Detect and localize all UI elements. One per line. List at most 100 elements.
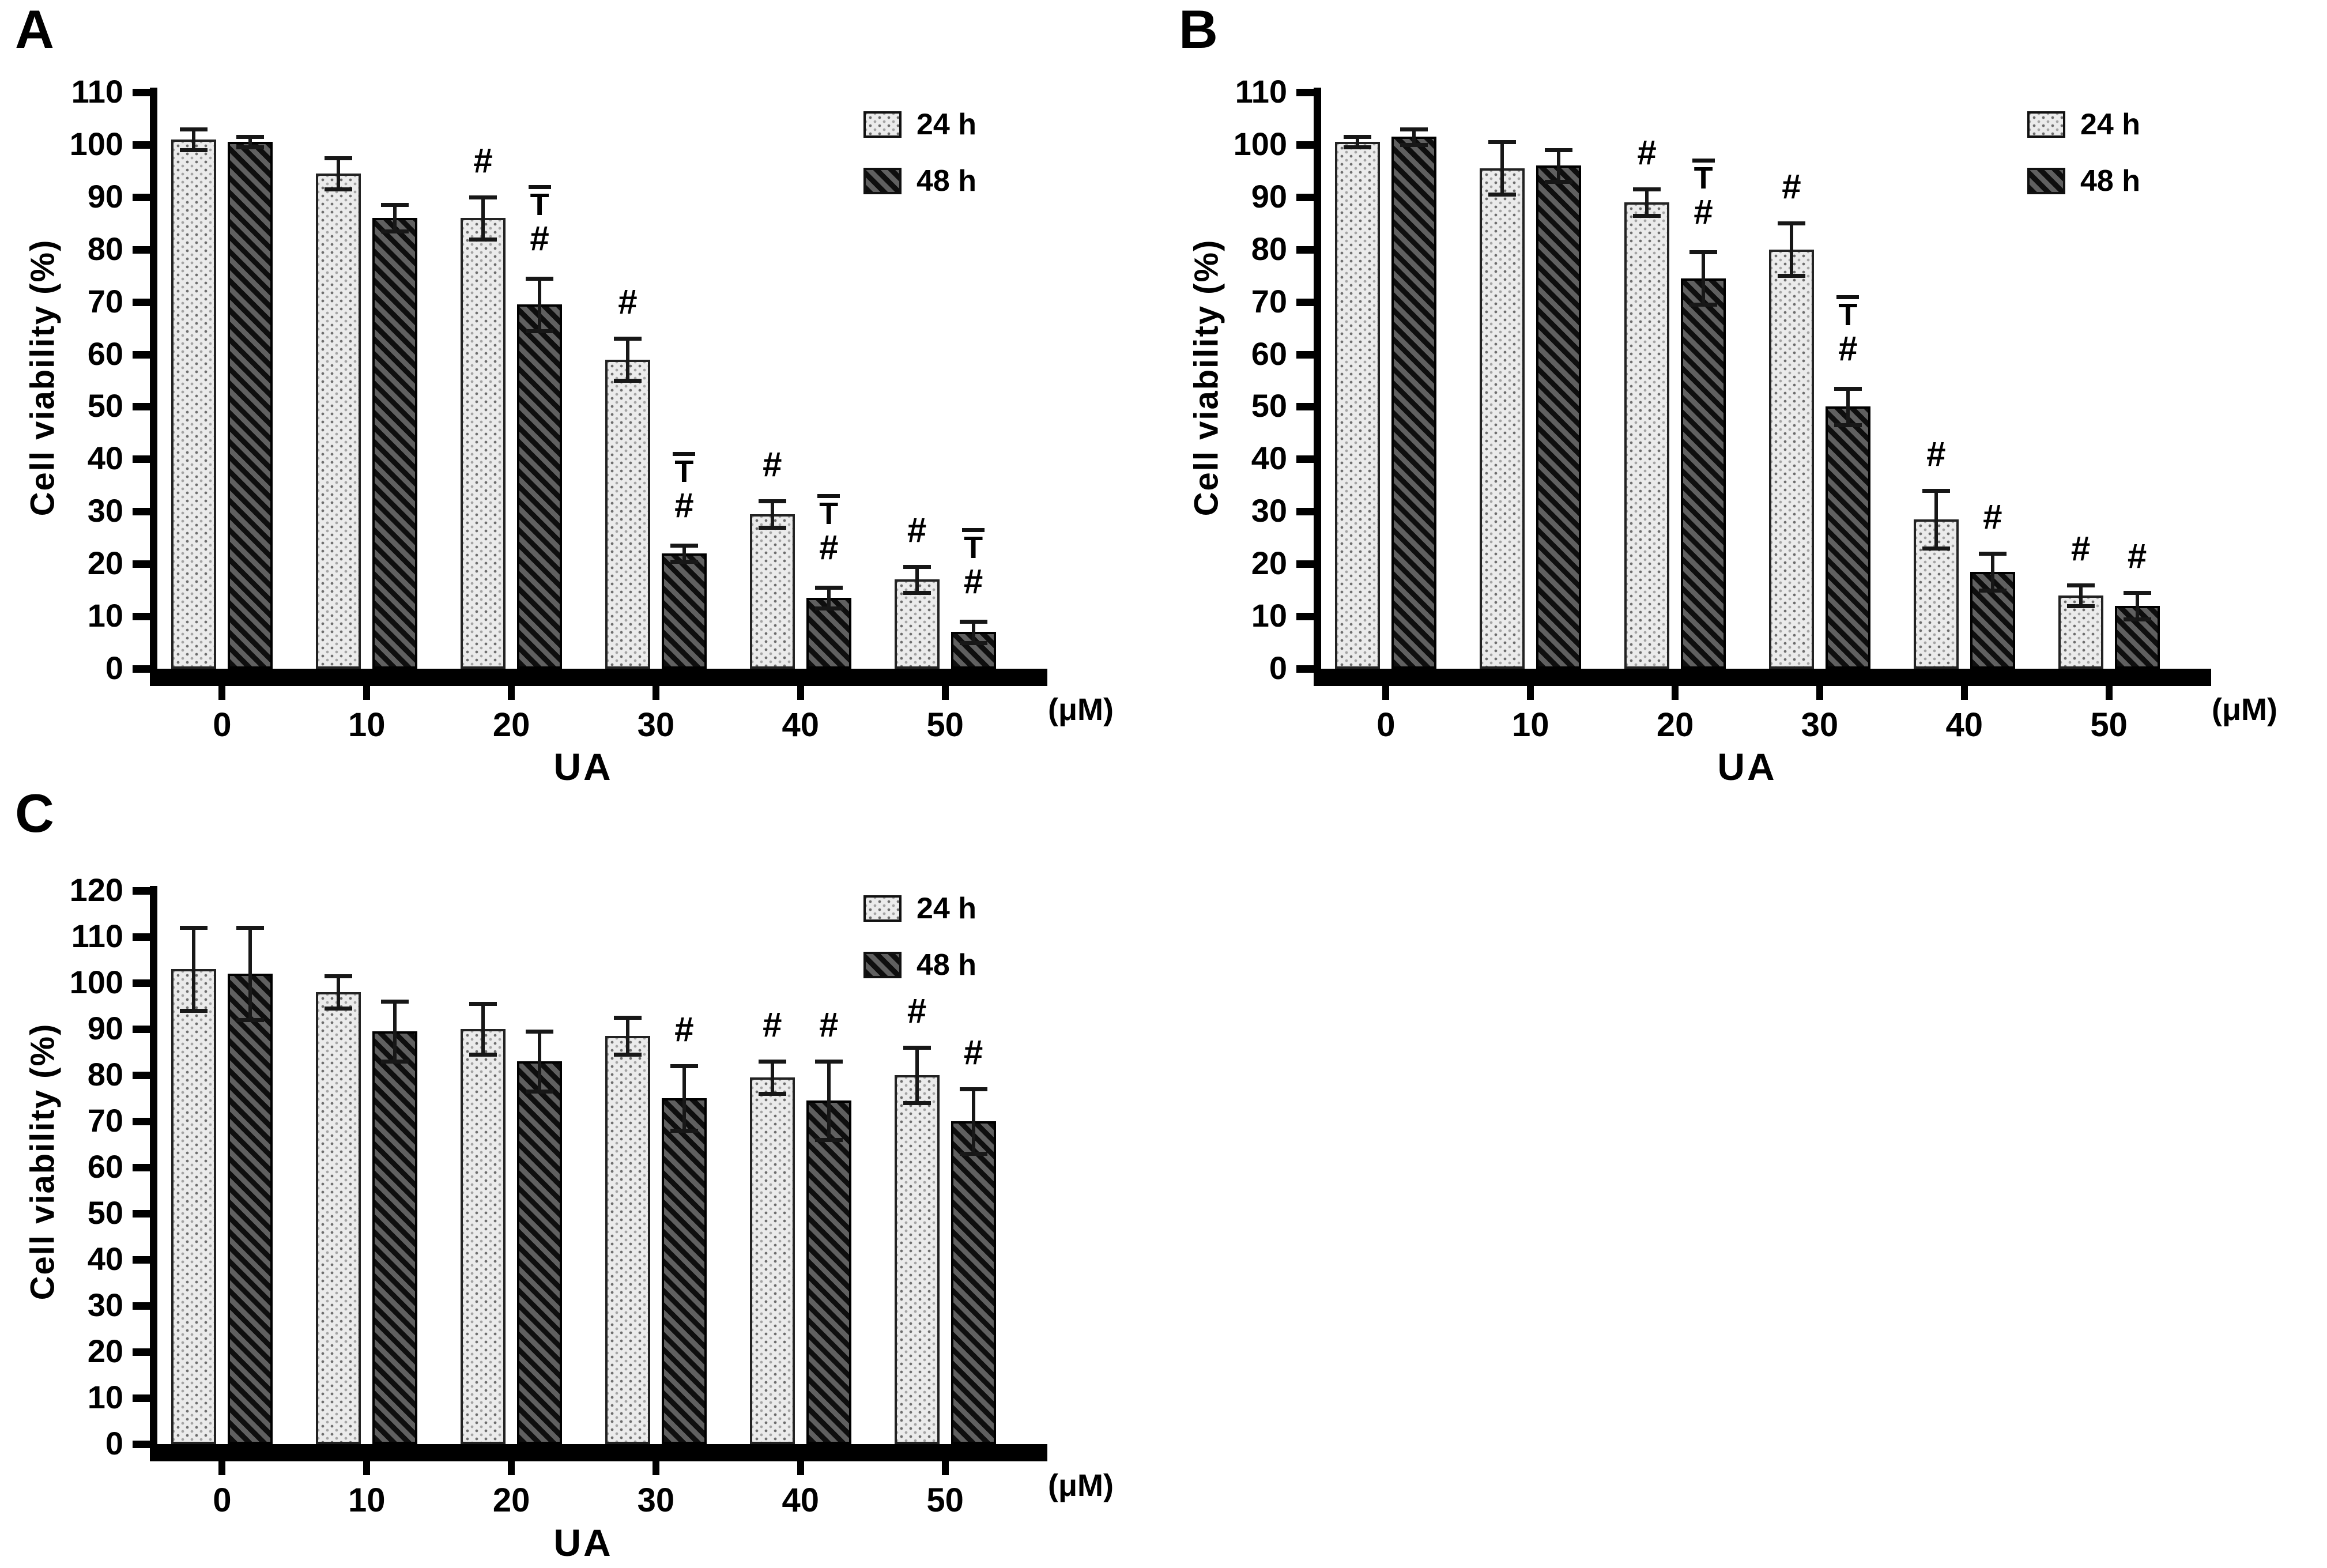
y-tick	[1296, 403, 1314, 411]
error-bar-cap-bottom	[2123, 617, 2151, 621]
error-bar-line	[393, 1001, 397, 1061]
significance-marks: #	[1606, 135, 1687, 171]
error-bar-line	[625, 1017, 629, 1054]
y-tick-label: 20	[1251, 545, 1287, 582]
error-bar-line	[971, 621, 975, 643]
error-bar-cap-bottom	[1834, 423, 1862, 428]
x-tick-label: 20	[1656, 706, 1694, 744]
y-tick	[133, 1118, 150, 1125]
bar-48h-50uM	[951, 1121, 996, 1444]
panel-c: C Cell viability (%) 0 10 20 30 40 50 60 70 80 90…	[0, 784, 1163, 1568]
t-bar-mark: T	[817, 494, 840, 529]
legend: 24 h 48 h	[2027, 110, 2140, 196]
y-tick	[133, 933, 150, 941]
y-tick-label: 10	[87, 597, 123, 634]
error-bar-line	[248, 928, 252, 1020]
y-tick-label: 0	[1269, 650, 1287, 686]
bar-24h-20uM	[461, 1029, 506, 1444]
hash-mark: #	[963, 562, 983, 601]
significance-marks: #	[443, 142, 523, 179]
bar-48h-20uM	[1681, 278, 1726, 669]
x-tick	[2105, 686, 2113, 700]
error-bar-cap-top	[1488, 140, 1517, 145]
x-tick-label: 40	[782, 706, 819, 744]
t-bar-mark: T	[1692, 159, 1715, 194]
x-tick-label: 40	[782, 1482, 819, 1519]
error-bar-cap-bottom	[526, 1090, 554, 1094]
error-bar-cap-bottom	[381, 229, 409, 233]
bar-24h-30uM	[605, 1036, 650, 1444]
significance-marks: #	[789, 1007, 869, 1043]
bar-48h-30uM	[1825, 406, 1870, 669]
y-tick-label: 0	[105, 650, 123, 686]
y-tick	[133, 1348, 150, 1356]
x-tick-label: 10	[348, 706, 386, 744]
error-bar-cap-top	[903, 1046, 931, 1050]
error-bar-cap-bottom	[1545, 179, 1573, 184]
y-tick-label: 100	[1233, 125, 1287, 162]
y-tick-label: 10	[87, 1379, 123, 1415]
error-bar-cap-top	[2066, 583, 2095, 587]
significance-marks: #	[2097, 538, 2178, 574]
y-tick	[1296, 246, 1314, 254]
y-tick	[1296, 141, 1314, 149]
error-bar-line	[538, 1031, 542, 1091]
significance-marks: #	[1896, 436, 1977, 472]
bar-24h-30uM	[605, 359, 650, 669]
error-bar-line	[1846, 388, 1850, 425]
error-bar-cap-bottom	[670, 1129, 698, 1133]
legend-swatch-48h-icon	[863, 952, 902, 978]
bar-24h-20uM	[461, 218, 506, 669]
error-bar-cap-top	[903, 564, 931, 569]
t-bar-mark: T	[673, 452, 696, 487]
y-tick	[1296, 298, 1314, 306]
error-bar-cap-bottom	[469, 237, 497, 242]
error-bar-cap-bottom	[469, 1053, 497, 1057]
error-bar-cap-top	[180, 926, 208, 930]
bar-24h-50uM	[2058, 595, 2103, 669]
y-tick-label: 100	[69, 125, 123, 162]
bar-24h-10uM	[316, 173, 361, 669]
x-tick	[652, 686, 659, 700]
legend: 24 h 48 h	[863, 894, 976, 980]
error-bar-line	[337, 157, 341, 190]
error-bar-line	[971, 1089, 975, 1154]
y-tick	[133, 455, 150, 463]
x-tick	[508, 1461, 515, 1475]
bar-24h-50uM	[894, 579, 940, 669]
y-tick-label: 90	[87, 1010, 123, 1046]
y-tick	[133, 246, 150, 254]
y-tick	[1296, 613, 1314, 621]
y-axis-line	[1314, 88, 1321, 669]
bar-48h-10uM	[372, 1031, 418, 1444]
legend-item-48h: 48 h	[2027, 166, 2140, 196]
x-axis-unit: (μM)	[2212, 692, 2277, 727]
error-bar-line	[481, 1004, 485, 1054]
significance-marks: #	[587, 284, 668, 320]
bar-48h-10uM	[372, 218, 418, 669]
error-bar-cap-bottom	[325, 1007, 353, 1011]
error-bar-line	[682, 545, 686, 561]
legend-label-24h: 24 h	[917, 892, 977, 925]
error-bar-cap-bottom	[236, 1018, 265, 1022]
y-tick-label: 50	[87, 1194, 123, 1231]
hash-mark: #	[963, 1033, 983, 1072]
error-bar-line	[393, 205, 397, 231]
error-bar-cap-bottom	[2066, 604, 2095, 608]
error-bar-cap-top	[814, 586, 843, 590]
x-axis-title: UA	[553, 745, 613, 788]
error-bar-cap-bottom	[1922, 546, 1950, 551]
error-bar-cap-bottom	[1488, 193, 1517, 197]
significance-marks: T #	[789, 494, 869, 566]
x-tick-label: 30	[637, 706, 675, 744]
hash-mark: #	[2127, 537, 2147, 576]
y-tick-label: 80	[87, 1056, 123, 1092]
legend-swatch-24h-icon	[863, 111, 902, 138]
y-tick	[133, 887, 150, 895]
x-tick-label: 20	[492, 1482, 530, 1519]
y-tick	[133, 613, 150, 621]
y-tick	[133, 979, 150, 987]
hash-mark: #	[1782, 167, 1801, 206]
error-bar-line	[1990, 553, 1994, 590]
y-tick-label: 70	[87, 1102, 123, 1139]
